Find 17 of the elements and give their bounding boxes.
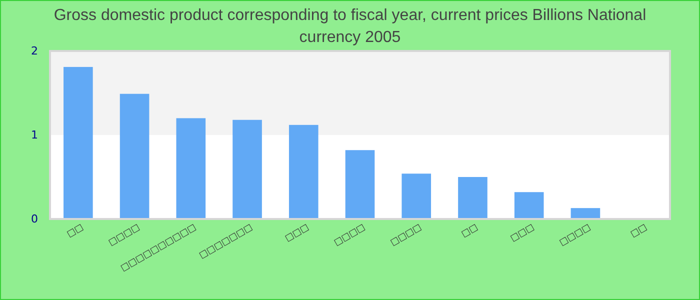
bar (232, 120, 262, 219)
y-tick-label: 0 (31, 212, 38, 226)
chart-title: Gross domestic product corresponding to fiscal year, current prices Billions National currency 2005 (54, 7, 646, 46)
bar (514, 192, 544, 219)
y-tick-label: 2 (31, 44, 38, 58)
y-tick-label: 1 (31, 128, 38, 142)
x-tick-label: □□ (629, 222, 649, 240)
bar (345, 150, 375, 219)
bar (288, 124, 318, 219)
bar (458, 177, 488, 219)
bar (402, 174, 432, 219)
x-tick-label: □□ (65, 222, 86, 240)
bar (570, 208, 600, 219)
bar (176, 118, 206, 219)
bar (64, 66, 93, 219)
x-tick-label: □□ (460, 222, 480, 240)
bar (120, 94, 150, 219)
